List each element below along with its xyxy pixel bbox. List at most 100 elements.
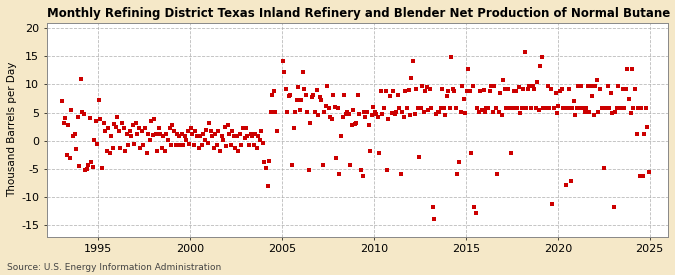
Point [466, 151, 477, 155]
Point [414, 155, 425, 159]
Point [352, 92, 363, 97]
Point [630, 87, 641, 91]
Point [282, 109, 293, 114]
Point [368, 105, 379, 109]
Point [642, 125, 653, 129]
Point [329, 105, 340, 109]
Point [290, 109, 300, 114]
Point [522, 87, 533, 91]
Point [254, 138, 265, 142]
Point [410, 87, 421, 91]
Point [444, 106, 455, 110]
Point [77, 109, 88, 114]
Point [462, 67, 473, 71]
Point [356, 168, 367, 172]
Point [383, 117, 394, 122]
Point [199, 138, 210, 142]
Point [159, 149, 170, 153]
Point [142, 132, 153, 136]
Point [316, 98, 327, 103]
Point [573, 83, 584, 88]
Point [180, 134, 190, 139]
Point [564, 87, 574, 91]
Text: Monthly Refining District Texas Inland Refinery and Blender Net Production of No: Monthly Refining District Texas Inland R… [47, 7, 670, 20]
Point [186, 126, 196, 131]
Point [196, 143, 207, 148]
Point [205, 128, 216, 133]
Point [420, 89, 431, 94]
Point [472, 106, 483, 110]
Point [516, 106, 527, 110]
Point [550, 91, 561, 95]
Point [60, 116, 71, 120]
Point [506, 151, 516, 155]
Point [97, 166, 107, 170]
Point [225, 143, 236, 148]
Point [202, 140, 213, 145]
Point [305, 121, 316, 125]
Point [392, 92, 403, 97]
Point [216, 134, 227, 139]
Point [86, 160, 97, 164]
Point [590, 83, 601, 88]
Point [535, 64, 545, 69]
Point [412, 106, 423, 110]
Point [556, 87, 567, 91]
Point [479, 109, 490, 114]
Point [622, 67, 633, 71]
Point [545, 87, 556, 91]
Point [460, 111, 470, 115]
Point [544, 106, 555, 110]
Point [314, 95, 325, 99]
Point [121, 132, 132, 136]
Point [335, 134, 346, 139]
Point [201, 127, 212, 132]
Point [234, 132, 245, 136]
Point [321, 104, 331, 108]
Point [57, 99, 68, 104]
Point [421, 85, 432, 90]
Point [101, 149, 112, 153]
Point [158, 134, 169, 139]
Point [613, 83, 624, 88]
Point [181, 138, 192, 142]
Point [470, 211, 481, 215]
Point [182, 128, 193, 133]
Point [84, 116, 95, 120]
Point [364, 149, 375, 153]
Point [634, 174, 645, 178]
Point [619, 106, 630, 110]
Point [141, 151, 152, 155]
Point [164, 126, 175, 131]
Point [362, 109, 373, 114]
Point [456, 83, 467, 88]
Point [124, 128, 135, 133]
Point [167, 123, 178, 127]
Point [239, 136, 250, 140]
Point [435, 106, 446, 110]
Point [287, 162, 298, 167]
Point [109, 122, 119, 126]
Point [138, 143, 149, 148]
Point [128, 123, 138, 127]
Point [532, 79, 543, 84]
Point [68, 134, 78, 139]
Point [152, 149, 163, 153]
Point [360, 115, 371, 119]
Point [643, 170, 654, 174]
Point [92, 141, 103, 146]
Point [429, 216, 440, 221]
Point [529, 87, 539, 91]
Point [281, 87, 292, 91]
Point [543, 83, 554, 88]
Point [240, 126, 251, 131]
Point [597, 106, 608, 110]
Point [601, 106, 612, 110]
Point [576, 83, 587, 88]
Point [112, 115, 123, 119]
Point [69, 132, 80, 136]
Point [113, 128, 124, 133]
Point [80, 168, 90, 172]
Point [373, 115, 383, 119]
Point [477, 108, 487, 112]
